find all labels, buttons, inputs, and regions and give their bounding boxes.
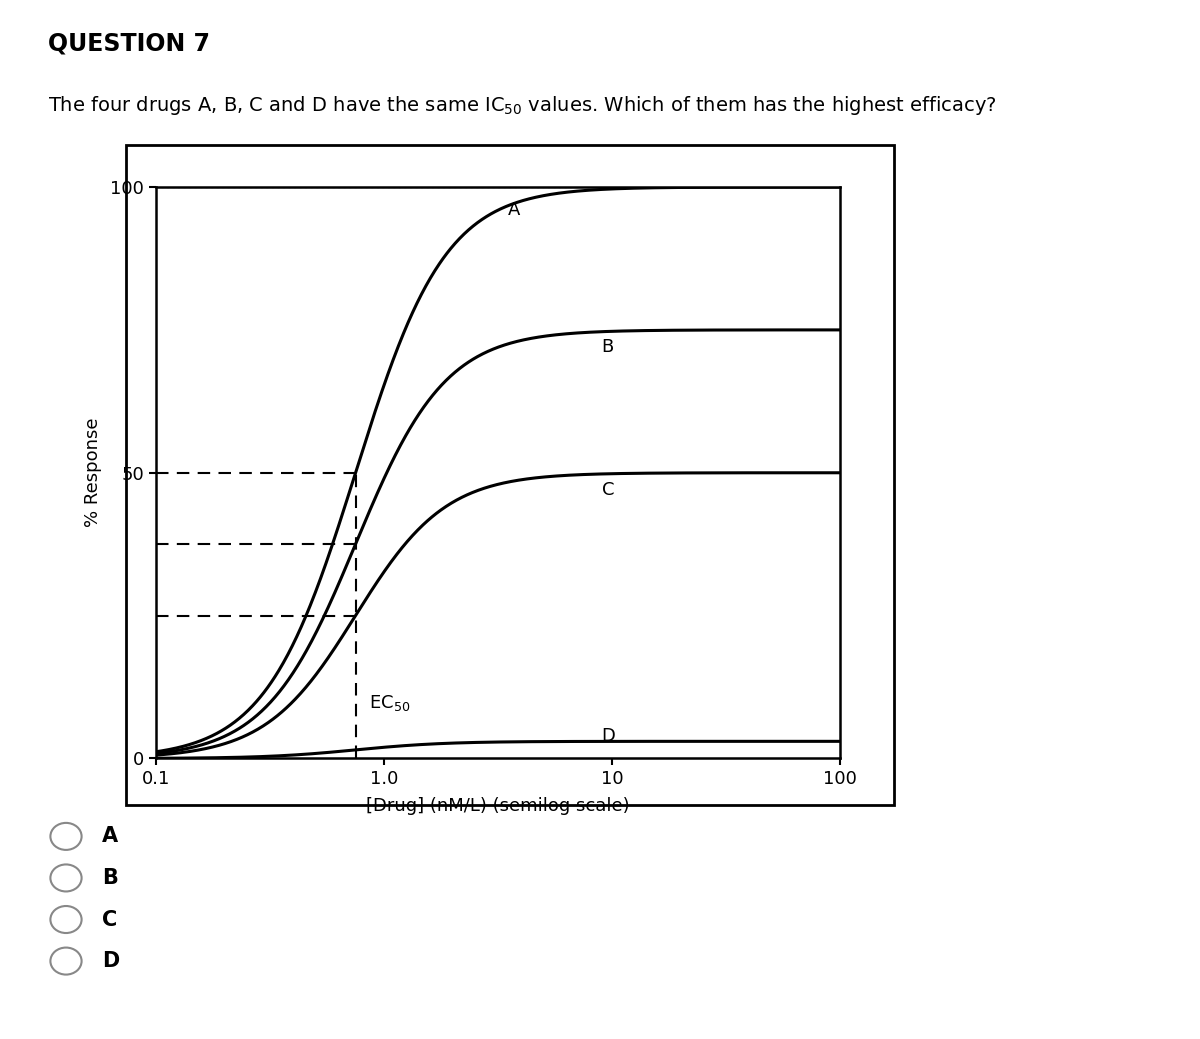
Text: QUESTION 7: QUESTION 7 — [48, 31, 210, 55]
Text: D: D — [102, 951, 119, 971]
Text: The four drugs A, B, C and D have the same IC$_{50}$ values. Which of them has t: The four drugs A, B, C and D have the sa… — [48, 94, 997, 116]
X-axis label: [Drug] (nM/L) (semilog scale): [Drug] (nM/L) (semilog scale) — [366, 797, 630, 815]
Text: C: C — [102, 909, 118, 930]
Text: EC$_{50}$: EC$_{50}$ — [370, 693, 410, 713]
Text: B: B — [102, 868, 118, 888]
Text: D: D — [601, 726, 616, 745]
Text: A: A — [508, 201, 521, 219]
Y-axis label: % Response: % Response — [84, 418, 102, 528]
Text: C: C — [601, 481, 614, 499]
Text: A: A — [102, 826, 118, 847]
Text: B: B — [601, 338, 614, 356]
